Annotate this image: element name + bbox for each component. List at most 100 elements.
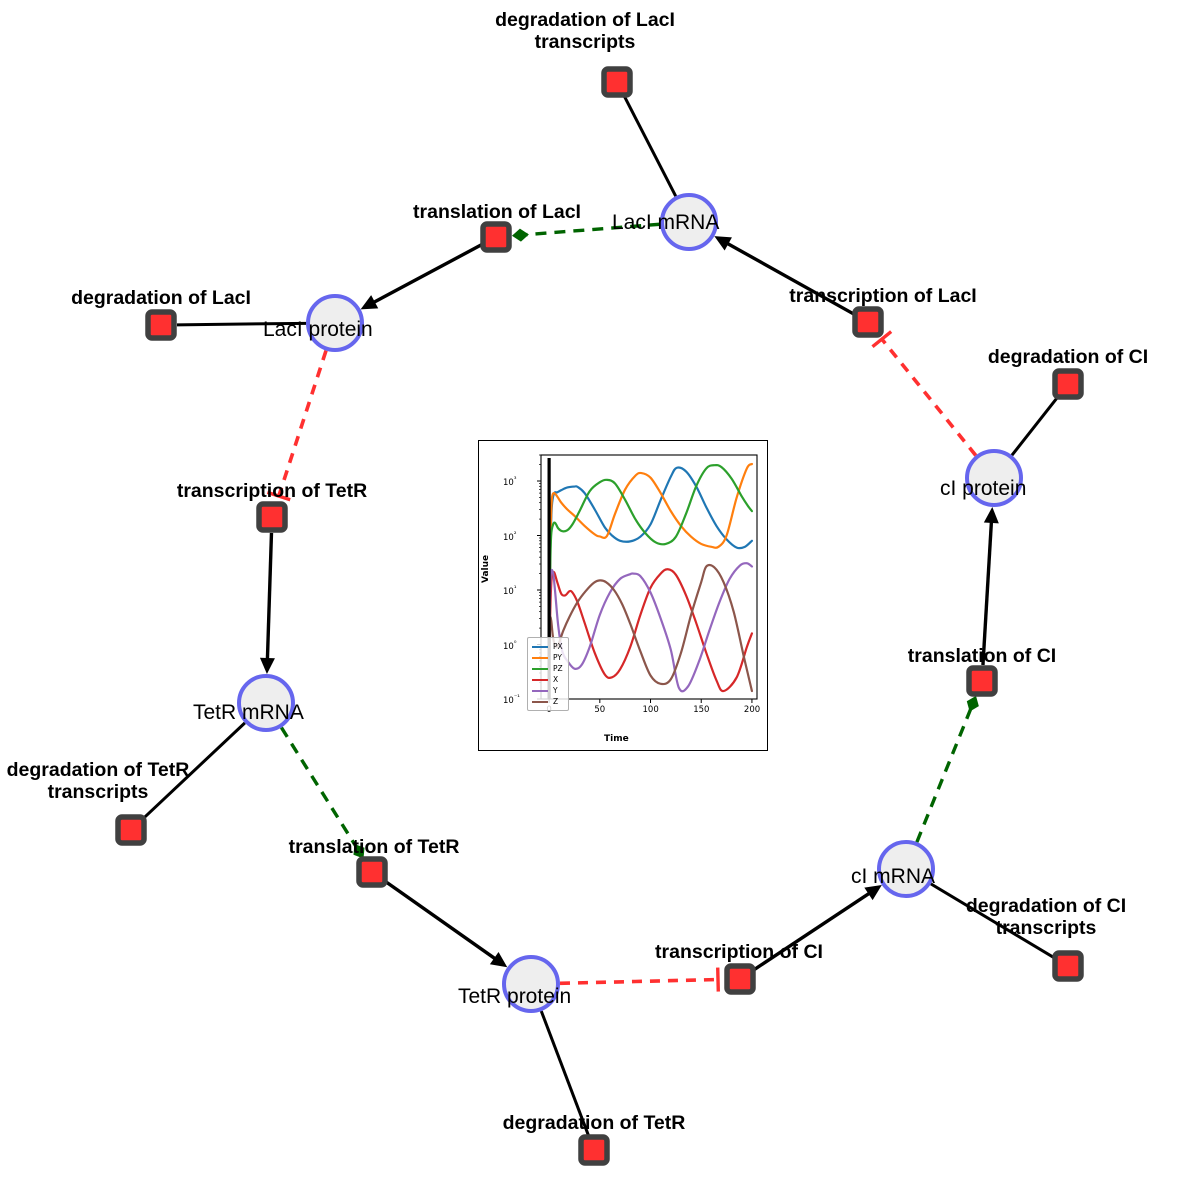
reaction-node-deg_tetR[interactable] [578, 1134, 610, 1166]
edge-deg_cI-to-cI_protein [1010, 395, 1060, 457]
species-node-lacI_mrna[interactable] [660, 193, 718, 251]
reaction-label-line2: transcripts [534, 30, 636, 53]
series-Y [548, 562, 754, 693]
legend-swatch-Z [532, 700, 548, 703]
legend-label-PZ: PZ [553, 664, 563, 673]
reaction-node-translation_cI[interactable] [966, 665, 998, 697]
series-PX [548, 466, 754, 663]
legend-swatch-X [532, 678, 548, 681]
reaction-label-line1: degradation of TetR [6, 759, 190, 781]
reaction-label-line1: degradation of LacI [495, 9, 675, 31]
reaction-label-transcription_lacI: transcription of LacI [789, 285, 977, 307]
edge-transcription_lacI-to-lacI_mrna [714, 236, 855, 316]
reaction-label-deg_lacI: degradation of LacI [71, 287, 251, 309]
legend-label-PX: PX [553, 642, 563, 651]
legend-swatch-PX [532, 645, 548, 648]
legend-label-Y: Y [553, 686, 558, 695]
species-label-tetR_mrna: TetR mRNA [193, 701, 304, 724]
legend-item-Z: Z [532, 696, 563, 707]
edge-deg_tetR_transcripts-to-tetR_mrna [141, 721, 246, 821]
edge-deg_lacI-to-lacI_protein [176, 321, 307, 327]
legend-item-X: X [532, 674, 563, 685]
legend-label-Z: Z [553, 697, 559, 706]
species-node-cI_mrna[interactable] [877, 840, 935, 898]
species-label-tetR_protein: TetR protein [458, 985, 572, 1008]
legend-swatch-Y [532, 689, 548, 692]
legend-item-PZ: PZ [532, 663, 563, 674]
reaction-label-deg_tetR: degradation of TetR [502, 1112, 686, 1134]
legend-label-X: X [553, 675, 559, 684]
legend-item-PX: PX [532, 641, 563, 652]
legend-item-Y: Y [532, 685, 563, 696]
x-axis-label: Time [604, 734, 629, 744]
species-node-tetR_mrna[interactable] [237, 674, 295, 732]
x-tick-4: 200 [743, 705, 761, 715]
reaction-label-deg_tetR_transcripts: degradation of TetR transcripts [6, 759, 190, 804]
series-PZ [548, 463, 754, 668]
y-tick-3: 10² [503, 529, 517, 543]
reaction-node-deg_lacI[interactable] [145, 309, 177, 341]
legend-swatch-PZ [532, 667, 548, 670]
edge-deg_lacI_transcripts-to-lacI_mrna [622, 95, 678, 197]
species-label-lacI_mrna: LacI mRNA [612, 211, 720, 234]
series-X [548, 568, 754, 693]
reaction-label-line1: degradation of CI [965, 895, 1127, 917]
reaction-label-translation_cI: translation of CI [907, 645, 1057, 667]
reaction-label-line2: transcripts [47, 780, 149, 803]
edge-cI_mrna-to-translation_cI [915, 695, 979, 843]
edge-tetR_protein-to-transcription_cI [559, 967, 720, 992]
reaction-label-line2: transcripts [995, 916, 1097, 939]
x-tick-2: 100 [642, 705, 659, 715]
edge-translation_cI-to-cI_protein [981, 506, 999, 666]
species-label-cI_mrna: cI mRNA [851, 865, 935, 888]
reaction-node-translation_tetR[interactable] [356, 856, 388, 888]
species-label-lacI_protein: LacI protein [263, 318, 373, 341]
x-tick-3: 150 [693, 705, 710, 715]
species-node-lacI_protein[interactable] [306, 294, 364, 352]
plot-series-group [547, 458, 754, 699]
y-tick-0: 10⁻¹ [503, 693, 520, 706]
reaction-node-deg_lacI_transcripts[interactable] [601, 66, 633, 98]
edge-deg_tetR-to-tetR_protein [539, 1010, 590, 1136]
reaction-node-deg_tetR_transcripts[interactable] [115, 814, 147, 846]
x-tick-1: 50 [594, 705, 606, 715]
reaction-label-deg_cI: degradation of CI [987, 346, 1149, 368]
reaction-label-transcription_cI: transcription of CI [655, 941, 823, 963]
reaction-label-translation_lacI: translation of LacI [413, 201, 581, 223]
reaction-node-transcription_lacI[interactable] [852, 306, 884, 338]
edge-transcription_cI-to-cI_mrna [752, 885, 882, 972]
reaction-label-transcription_tetR: transcription of TetR [176, 480, 368, 502]
species-label-cI_protein: cI protein [940, 477, 1027, 500]
legend-swatch-PY [532, 656, 548, 659]
species-node-cI_protein[interactable] [965, 449, 1023, 507]
reaction-node-translation_lacI[interactable] [480, 221, 512, 253]
y-tick-1: 10⁰ [503, 638, 517, 652]
reaction-node-deg_cI[interactable] [1052, 368, 1084, 400]
edge-translation_tetR-to-tetR_protein [384, 879, 508, 968]
edge-transcription_tetR-to-tetR_mrna [259, 532, 275, 675]
edge-lacI_mrna-to-translation_lacI [511, 222, 661, 242]
y-axis-label: Value [481, 554, 491, 583]
edge-lacI_protein-to-transcription_tetR [266, 350, 328, 502]
edge-deg_cI_transcripts-to-cI_mrna [930, 882, 1056, 960]
reaction-node-deg_cI_transcripts[interactable] [1052, 950, 1084, 982]
reaction-label-deg_cI_transcripts: degradation of CI transcripts [965, 895, 1127, 940]
y-tick-2: 10¹ [503, 584, 517, 597]
legend-label-PY: PY [553, 653, 562, 662]
series-PY [548, 462, 754, 663]
plot-legend: PX PY PZ X Y Z [527, 637, 569, 711]
species-node-tetR_protein[interactable] [502, 955, 560, 1013]
edge-cI_protein-to-transcription_lacI [871, 330, 978, 457]
edge-translation_lacI-to-lacI_protein [360, 243, 483, 310]
reaction-node-transcription_cI[interactable] [724, 963, 756, 995]
y-tick-4: 10³ [503, 475, 517, 488]
series-Z [548, 563, 754, 693]
reaction-label-translation_tetR: translation of TetR [288, 836, 460, 858]
legend-item-PY: PY [532, 652, 563, 663]
reaction-node-transcription_tetR[interactable] [256, 501, 288, 533]
edge-tetR_mrna-to-translation_tetR [279, 726, 365, 859]
reaction-label-deg_lacI_transcripts: degradation of LacI transcripts [495, 9, 675, 54]
